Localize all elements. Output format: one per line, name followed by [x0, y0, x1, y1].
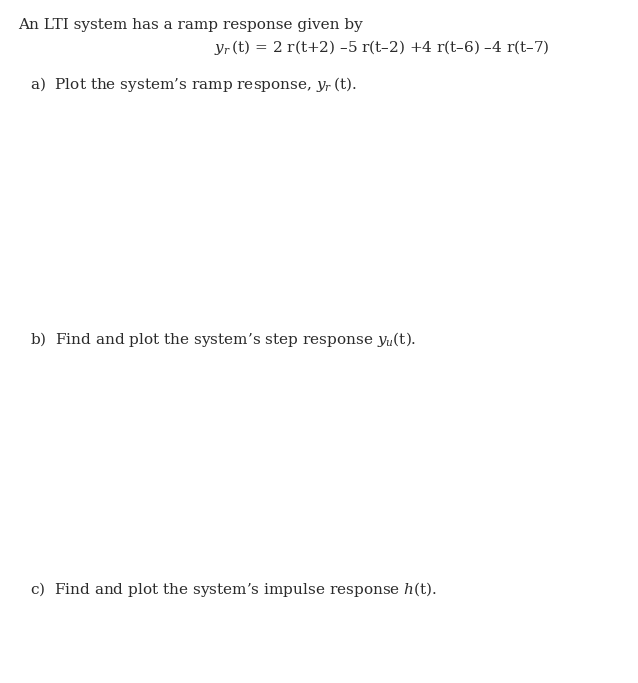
- Text: c)  Find and plot the system’s impulse response $h$(t).: c) Find and plot the system’s impulse re…: [30, 580, 437, 599]
- Text: a)  Plot the system’s ramp response, $y_r$ (t).: a) Plot the system’s ramp response, $y_r…: [30, 75, 357, 94]
- Text: An LTI system has a ramp response given by: An LTI system has a ramp response given …: [18, 18, 363, 32]
- Text: b)  Find and plot the system’s step response $y_u$(t).: b) Find and plot the system’s step respo…: [30, 330, 417, 349]
- Text: $y_r$ (t) = 2 r(t+2) –5 r(t–2) +4 r(t–6) –4 r(t–7): $y_r$ (t) = 2 r(t+2) –5 r(t–2) +4 r(t–6)…: [214, 38, 550, 57]
